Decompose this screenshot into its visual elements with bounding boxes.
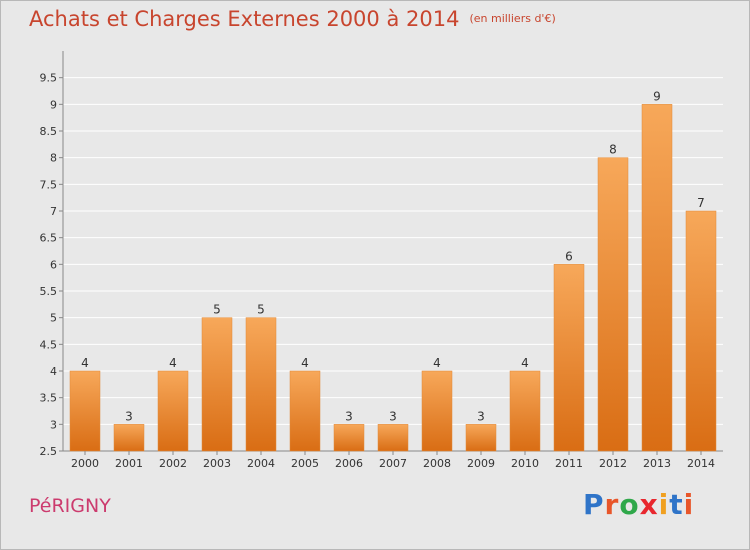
x-tick-label-2006: 2006 (335, 457, 363, 470)
y-tick-label: 8.5 (40, 125, 58, 138)
data-label-2010: 4 (521, 356, 529, 370)
data-label-2005: 4 (301, 356, 309, 370)
x-tick-label-2001: 2001 (115, 457, 143, 470)
data-label-2014: 7 (697, 196, 705, 210)
y-tick-label: 4 (50, 365, 57, 378)
y-tick-label: 6.5 (40, 232, 58, 245)
data-label-2006: 3 (345, 409, 353, 423)
x-tick-label-2005: 2005 (291, 457, 319, 470)
data-label-2000: 4 (81, 356, 89, 370)
bar-2000 (69, 370, 101, 452)
chart-title: Achats et Charges Externes 2000 à 2014 (e… (29, 7, 556, 31)
bar-2010 (509, 370, 541, 452)
data-label-2002: 4 (169, 356, 177, 370)
logo-letter: o (619, 488, 640, 521)
y-tick-label: 5.5 (40, 285, 58, 298)
data-label-2011: 6 (565, 249, 573, 263)
x-tick-label-2002: 2002 (159, 457, 187, 470)
y-tick-label: 5 (50, 312, 57, 325)
place-name: PéRIGNY (29, 495, 111, 517)
x-tick-label-2013: 2013 (643, 457, 671, 470)
bar-2013 (641, 104, 673, 452)
x-tick-label-2007: 2007 (379, 457, 407, 470)
bar-2003 (201, 317, 233, 452)
data-label-2003: 5 (213, 303, 221, 317)
bar-2008 (421, 370, 453, 452)
y-tick-label: 8 (50, 152, 57, 165)
bar-2009 (465, 424, 497, 452)
x-tick-label-2004: 2004 (247, 457, 275, 470)
data-label-2013: 9 (653, 89, 661, 103)
logo-letter: r (604, 488, 620, 521)
bar-2004 (245, 317, 277, 452)
x-tick-label-2012: 2012 (599, 457, 627, 470)
bar-2001 (113, 424, 145, 452)
x-tick-label-2011: 2011 (555, 457, 583, 470)
y-tick-label: 3 (50, 418, 57, 431)
y-tick-label: 7 (50, 205, 57, 218)
logo-letter: t (669, 488, 684, 521)
bar-2007 (377, 424, 409, 452)
bar-2002 (157, 370, 189, 452)
bar-2012 (597, 157, 629, 452)
y-tick-label: 9.5 (40, 72, 58, 85)
y-tick-label: 6 (50, 258, 57, 271)
data-label-2001: 3 (125, 409, 133, 423)
x-tick-label-2010: 2010 (511, 457, 539, 470)
y-tick-label: 2.5 (40, 445, 58, 458)
y-tick-label: 9 (50, 98, 57, 111)
logo-letter: i (683, 488, 695, 521)
title-text: Achats et Charges Externes 2000 à 2014 (29, 7, 460, 31)
logo-letter: x (639, 488, 659, 521)
logo-letter: i (658, 488, 670, 521)
x-tick-label-2008: 2008 (423, 457, 451, 470)
y-tick-label: 3.5 (40, 392, 58, 405)
data-label-2012: 8 (609, 143, 617, 157)
x-tick-label-2000: 2000 (71, 457, 99, 470)
bar-2011 (553, 264, 585, 452)
proxiti-logo: Proxiti (583, 488, 694, 521)
chart-subtitle: (en milliers d'€) (469, 12, 556, 25)
bar-2005 (289, 370, 321, 452)
y-tick-label: 4.5 (40, 338, 58, 351)
bar-2014 (685, 210, 717, 452)
y-tick-label: 7.5 (40, 178, 58, 191)
data-label-2007: 3 (389, 409, 397, 423)
x-tick-label-2003: 2003 (203, 457, 231, 470)
logo-letter: P (583, 488, 605, 521)
data-label-2008: 4 (433, 356, 441, 370)
bar-2006 (333, 424, 365, 452)
x-tick-label-2014: 2014 (687, 457, 715, 470)
data-label-2009: 3 (477, 409, 485, 423)
data-label-2004: 5 (257, 303, 265, 317)
x-tick-label-2009: 2009 (467, 457, 495, 470)
